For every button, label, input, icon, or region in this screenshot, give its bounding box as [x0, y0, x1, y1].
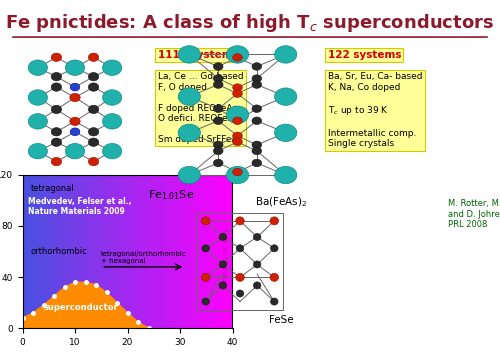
Circle shape	[252, 63, 262, 70]
Circle shape	[252, 105, 262, 113]
Circle shape	[51, 157, 62, 166]
Circle shape	[270, 245, 278, 252]
Circle shape	[51, 83, 62, 91]
Circle shape	[102, 90, 122, 105]
Circle shape	[214, 159, 223, 167]
Circle shape	[102, 114, 122, 129]
Circle shape	[252, 159, 262, 167]
Circle shape	[274, 124, 297, 142]
Circle shape	[28, 60, 48, 76]
Circle shape	[28, 114, 48, 129]
Circle shape	[202, 298, 209, 305]
Text: Ba, Sr, Eu, Ca- based
K, Na, Co doped

T$_c$ up to 39 K

Intermetallic comp.
Sin: Ba, Sr, Eu, Ca- based K, Na, Co doped T$…	[328, 72, 422, 148]
Circle shape	[88, 138, 99, 146]
Circle shape	[226, 166, 248, 184]
Text: superconductor: superconductor	[44, 303, 118, 312]
Circle shape	[270, 217, 278, 225]
Circle shape	[232, 138, 242, 146]
Circle shape	[214, 75, 223, 82]
Text: Fe pnictides: A class of high T$_c$ superconductors: Fe pnictides: A class of high T$_c$ supe…	[6, 12, 494, 34]
Text: hexagonal only: hexagonal only	[223, 227, 229, 281]
Circle shape	[102, 60, 122, 76]
Circle shape	[202, 273, 210, 281]
Circle shape	[226, 46, 248, 63]
Circle shape	[214, 81, 223, 88]
Circle shape	[214, 117, 223, 125]
Circle shape	[219, 261, 226, 268]
Circle shape	[88, 128, 99, 136]
Text: orthorhombic: orthorhombic	[30, 247, 87, 256]
Text: Medvedev, Felser et al.,
Nature Materials 2009: Medvedev, Felser et al., Nature Material…	[28, 197, 131, 216]
Text: La, Ce ... Gd-based
F, O doped

F doped REOFeAs
O defici. REOFeAs

Sm doped SrFF: La, Ce ... Gd-based F, O doped F doped R…	[158, 72, 243, 144]
Circle shape	[51, 53, 62, 61]
Circle shape	[274, 166, 297, 184]
Circle shape	[270, 273, 278, 281]
Circle shape	[232, 168, 242, 176]
Circle shape	[270, 298, 278, 305]
Circle shape	[274, 46, 297, 63]
Circle shape	[28, 143, 48, 159]
Circle shape	[51, 138, 62, 146]
Text: Ba(FeAs)$_2$: Ba(FeAs)$_2$	[255, 196, 307, 209]
Circle shape	[232, 117, 242, 125]
Circle shape	[178, 88, 201, 106]
Circle shape	[51, 105, 62, 114]
Circle shape	[252, 147, 262, 155]
Text: M. Rotter, M. Tegel,
and D. Johrendt
PRL 2008: M. Rotter, M. Tegel, and D. Johrendt PRL…	[448, 199, 500, 229]
Circle shape	[252, 117, 262, 125]
Circle shape	[178, 124, 201, 142]
Circle shape	[88, 83, 99, 91]
Circle shape	[66, 60, 84, 76]
Circle shape	[236, 290, 244, 297]
Circle shape	[254, 261, 261, 268]
Circle shape	[70, 83, 80, 91]
Text: Fe$_{1.01}$Se: Fe$_{1.01}$Se	[148, 188, 195, 202]
Circle shape	[102, 143, 122, 159]
Circle shape	[232, 90, 242, 97]
Circle shape	[214, 63, 223, 70]
Circle shape	[51, 72, 62, 81]
Circle shape	[219, 233, 226, 240]
Circle shape	[232, 84, 242, 91]
Circle shape	[51, 128, 62, 136]
Circle shape	[214, 147, 223, 155]
Circle shape	[274, 88, 297, 106]
Circle shape	[254, 282, 261, 289]
Circle shape	[214, 105, 223, 113]
Polygon shape	[22, 282, 148, 328]
Circle shape	[28, 90, 48, 105]
Circle shape	[232, 132, 242, 139]
Circle shape	[236, 217, 244, 225]
Circle shape	[202, 217, 210, 225]
Circle shape	[236, 245, 244, 252]
Circle shape	[88, 72, 99, 81]
Circle shape	[70, 128, 80, 136]
Circle shape	[202, 245, 209, 252]
Text: FeSe: FeSe	[268, 315, 293, 325]
Circle shape	[214, 141, 223, 149]
Circle shape	[226, 106, 248, 124]
Circle shape	[252, 75, 262, 82]
Circle shape	[252, 141, 262, 149]
Circle shape	[178, 166, 201, 184]
Circle shape	[236, 273, 244, 281]
Circle shape	[254, 233, 261, 240]
Circle shape	[66, 143, 84, 159]
Text: tetragonal: tetragonal	[30, 184, 74, 193]
Circle shape	[70, 93, 80, 102]
Circle shape	[88, 105, 99, 114]
Text: 1111 systems: 1111 systems	[158, 50, 238, 60]
Circle shape	[232, 54, 242, 61]
Text: 122 systems: 122 systems	[328, 50, 401, 60]
Circle shape	[252, 81, 262, 88]
Circle shape	[70, 117, 80, 126]
Text: tetragonal/orthorhombic
+ hexagonal: tetragonal/orthorhombic + hexagonal	[101, 251, 187, 264]
Circle shape	[178, 46, 201, 63]
Circle shape	[88, 53, 99, 61]
Circle shape	[88, 157, 99, 166]
Circle shape	[219, 282, 226, 289]
